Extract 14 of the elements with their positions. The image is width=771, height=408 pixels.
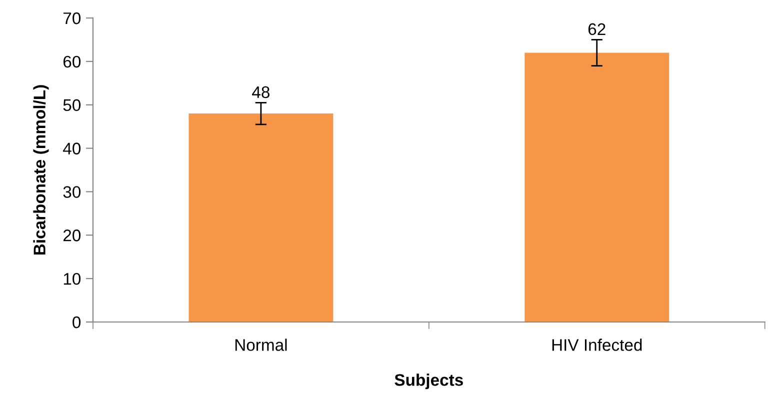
y-tick-label: 40 — [63, 142, 81, 154]
x-tick-label: Normal — [235, 338, 287, 351]
x-axis-title: Subjects — [394, 374, 463, 390]
x-tick-label: HIV Infected — [552, 338, 642, 351]
y-tick-label: 20 — [63, 230, 81, 242]
y-tick-label: 70 — [63, 12, 81, 24]
y-tick-label: 30 — [63, 186, 81, 198]
data-label: 48 — [252, 86, 270, 98]
y-axis-title: Bicarbonate (mmol/L) — [33, 85, 49, 255]
y-tick-label: 50 — [63, 99, 81, 112]
y-tick-label: 10 — [64, 272, 81, 285]
y-tick-label: 0 — [72, 316, 81, 328]
data-label: 62 — [588, 23, 606, 36]
y-tick-label: 60 — [63, 56, 81, 68]
